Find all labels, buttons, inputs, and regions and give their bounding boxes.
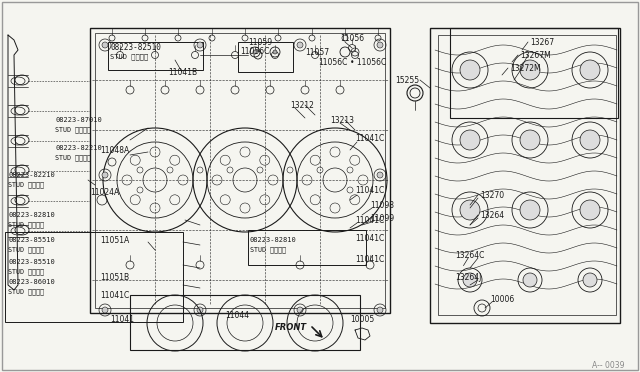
Text: 11041C: 11041C xyxy=(355,256,384,264)
Text: STUD スタッド: STUD スタッド xyxy=(8,222,44,228)
Circle shape xyxy=(197,307,203,313)
Text: 10006: 10006 xyxy=(490,295,515,305)
Text: 08223-82510: 08223-82510 xyxy=(110,42,161,51)
Text: 13267M: 13267M xyxy=(520,51,551,60)
Text: 08223-82810: 08223-82810 xyxy=(250,237,297,243)
Text: STUD スタッド: STUD スタッド xyxy=(8,182,44,188)
Circle shape xyxy=(583,273,597,287)
Text: 08223-85510: 08223-85510 xyxy=(8,259,55,265)
Circle shape xyxy=(520,130,540,150)
Circle shape xyxy=(580,60,600,80)
Circle shape xyxy=(102,172,108,178)
Text: 08223-82210: 08223-82210 xyxy=(55,145,102,151)
Circle shape xyxy=(377,172,383,178)
Circle shape xyxy=(460,200,480,220)
Text: 11059: 11059 xyxy=(248,38,272,46)
Text: STUD スタッド: STUD スタッド xyxy=(250,247,286,253)
Text: 13267: 13267 xyxy=(530,38,554,46)
Bar xyxy=(450,28,618,118)
Circle shape xyxy=(460,60,480,80)
Circle shape xyxy=(297,42,303,48)
Text: 13264C: 13264C xyxy=(455,250,484,260)
Text: 08223-85510: 08223-85510 xyxy=(8,237,55,243)
Circle shape xyxy=(523,273,537,287)
Circle shape xyxy=(253,50,257,54)
Text: 11051A: 11051A xyxy=(100,235,129,244)
Circle shape xyxy=(580,130,600,150)
Text: 11056: 11056 xyxy=(340,33,364,42)
Text: 11057: 11057 xyxy=(305,48,329,57)
Text: 11041C: 11041C xyxy=(355,234,384,243)
Text: STUD スタッド: STUD スタッド xyxy=(55,127,91,133)
Bar xyxy=(108,42,203,70)
Text: 15255: 15255 xyxy=(395,76,419,84)
Text: 11044: 11044 xyxy=(225,311,249,320)
Text: 13272M: 13272M xyxy=(510,64,541,73)
Text: STUD スタッド: STUD スタッド xyxy=(8,289,44,295)
Text: 13213: 13213 xyxy=(330,115,354,125)
Text: STUD スタッド: STUD スタッド xyxy=(8,247,44,253)
Text: 08223-82810: 08223-82810 xyxy=(8,212,55,218)
Text: 13270: 13270 xyxy=(480,190,504,199)
Text: 11041C: 11041C xyxy=(355,134,384,142)
Circle shape xyxy=(460,130,480,150)
Text: 11041C: 11041C xyxy=(355,186,384,195)
Text: 08223-82210: 08223-82210 xyxy=(8,172,55,178)
Bar xyxy=(438,35,616,315)
Bar xyxy=(90,28,390,313)
Text: 08223-87010: 08223-87010 xyxy=(55,117,102,123)
Text: 11056C: 11056C xyxy=(318,58,348,67)
Circle shape xyxy=(102,307,108,313)
Text: 11041B: 11041B xyxy=(168,67,197,77)
Text: 11098: 11098 xyxy=(370,201,394,209)
Text: 11048A: 11048A xyxy=(100,145,129,154)
Text: 11051B: 11051B xyxy=(100,273,129,282)
Text: 11041C: 11041C xyxy=(355,215,384,224)
Text: 11041C: 11041C xyxy=(100,291,129,299)
Bar xyxy=(5,232,183,322)
Text: FRONT: FRONT xyxy=(275,324,307,333)
Text: 11056C: 11056C xyxy=(240,46,269,55)
Circle shape xyxy=(520,60,540,80)
Text: 10005: 10005 xyxy=(350,315,374,324)
Text: • 11056C: • 11056C xyxy=(350,58,387,67)
Text: 11024A: 11024A xyxy=(90,187,119,196)
Circle shape xyxy=(520,200,540,220)
Text: STUD スタッド: STUD スタッド xyxy=(8,269,44,275)
Text: STUD スタッド: STUD スタッド xyxy=(110,54,148,60)
Text: 13264: 13264 xyxy=(480,211,504,219)
Text: 13212: 13212 xyxy=(290,100,314,109)
Circle shape xyxy=(377,307,383,313)
Text: 13264J: 13264J xyxy=(455,273,481,282)
Text: 08223-86010: 08223-86010 xyxy=(8,279,55,285)
Circle shape xyxy=(463,273,477,287)
Bar xyxy=(248,230,366,265)
Text: 11099: 11099 xyxy=(370,214,394,222)
Circle shape xyxy=(197,42,203,48)
Circle shape xyxy=(297,307,303,313)
Bar xyxy=(238,42,293,72)
Text: A-- 0039: A-- 0039 xyxy=(593,360,625,369)
Bar xyxy=(430,28,620,323)
Text: 11041: 11041 xyxy=(110,315,134,324)
Circle shape xyxy=(102,42,108,48)
Circle shape xyxy=(377,42,383,48)
Bar xyxy=(130,295,360,350)
Circle shape xyxy=(580,200,600,220)
Text: STUD スタッド: STUD スタッド xyxy=(55,155,91,161)
Bar xyxy=(95,33,385,308)
Circle shape xyxy=(273,50,277,54)
